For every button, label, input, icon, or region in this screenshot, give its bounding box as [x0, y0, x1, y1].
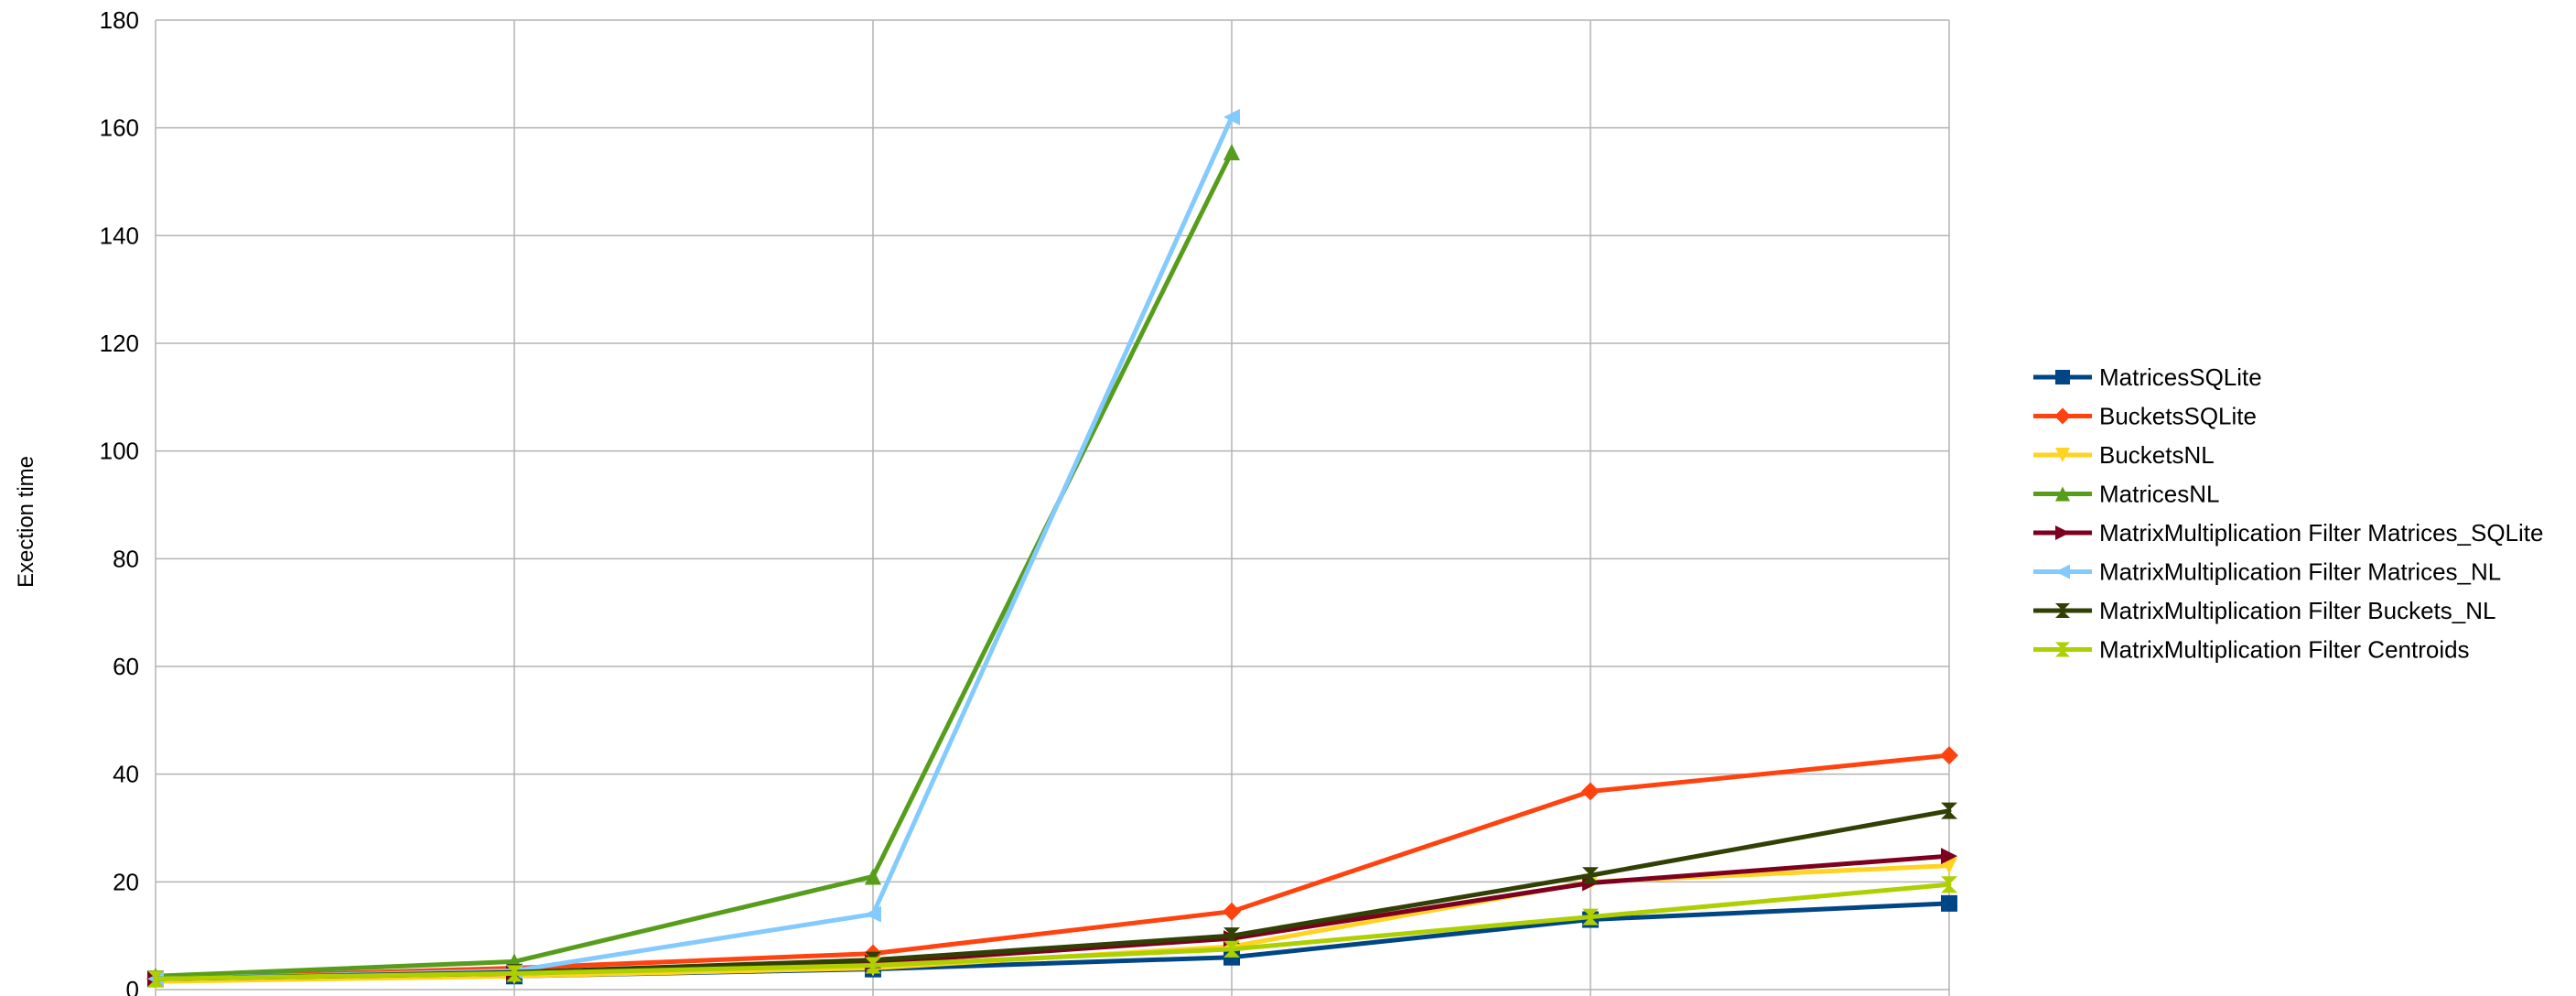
series-line: [153, 808, 1952, 981]
data-point: [506, 965, 523, 982]
y-tick-label: 140: [100, 222, 139, 249]
data-point: [2055, 448, 2070, 462]
data-point: [1223, 108, 1240, 125]
y-tick-label: 160: [100, 114, 139, 142]
series-line: [153, 114, 1234, 981]
legend-label: MatrixMultiplication Filter Matrices_NL: [2099, 558, 2501, 586]
data-point: [2055, 525, 2070, 540]
y-tick-label: 100: [100, 438, 139, 465]
data-point: [1941, 876, 1957, 893]
series-lines: [146, 108, 1958, 991]
legend-item: BucketsSQLite: [2033, 403, 2257, 430]
legend-item: MatrixMultiplication Filter Matrices_SQL…: [2033, 519, 2543, 547]
legend-item: MatrixMultiplication Filter Matrices_NL: [2033, 558, 2501, 586]
data-point: [1582, 867, 1599, 884]
y-tick-label: 80: [113, 545, 139, 572]
legend-label: BucketsSQLite: [2099, 403, 2257, 430]
data-point: [1941, 802, 1957, 819]
data-point: [865, 905, 881, 923]
legend-label: MatrixMultiplication Filter Centroids: [2099, 636, 2470, 664]
data-point: [865, 957, 881, 974]
data-point: [2055, 642, 2070, 657]
data-point: [2055, 603, 2070, 618]
y-tick-label: 20: [113, 868, 139, 895]
legend-label: MatricesSQLite: [2099, 363, 2262, 391]
legend-item: MatricesSQLite: [2033, 363, 2262, 391]
data-point: [147, 970, 164, 988]
grid: [155, 19, 1950, 996]
legend: MatricesSQLite BucketsSQLite BucketsNL Matr…: [2033, 363, 2543, 664]
y-tick-label: 180: [100, 6, 139, 34]
series-line: [153, 882, 1952, 981]
data-point: [1941, 848, 1957, 865]
data-point: [1581, 782, 1600, 801]
series-line: [153, 752, 1952, 981]
legend-label: MatricesNL: [2099, 481, 2219, 508]
y-axis-label: Exection time: [14, 456, 38, 588]
legend-item: MatrixMultiplication Filter Centroids: [2033, 636, 2470, 664]
data-point: [1223, 927, 1240, 945]
data-point: [1223, 144, 1240, 161]
legend-item: MatricesNL: [2033, 481, 2219, 508]
data-point: [1940, 746, 1958, 765]
y-tick-label: 0: [126, 976, 139, 996]
legend-label: MatrixMultiplication Filter Matrices_SQL…: [2099, 519, 2543, 547]
data-point: [2055, 564, 2070, 579]
data-point: [2055, 370, 2070, 384]
y-tick-label: 120: [100, 330, 139, 357]
data-point: [2055, 486, 2070, 502]
legend-item: MatrixMultiplication Filter Buckets_NL: [2033, 597, 2495, 624]
data-point: [2054, 407, 2071, 425]
data-point: [1941, 894, 1957, 912]
legend-item: BucketsNL: [2033, 441, 2215, 469]
legend-label: MatrixMultiplication Filter Buckets_NL: [2099, 597, 2495, 624]
y-axis-ticks: 0 20 40 60 80 100 120 140 160 180: [100, 6, 139, 996]
legend-label: BucketsNL: [2099, 441, 2215, 469]
data-point: [1223, 940, 1240, 958]
series-matricesnl: [147, 144, 1240, 985]
data-point: [865, 868, 881, 885]
series-line: [153, 149, 1234, 979]
y-tick-label: 60: [113, 653, 139, 680]
series-matrixmultiplication-filter-matrices-nl: [147, 108, 1240, 988]
data-point: [1223, 902, 1241, 921]
series-matrixmultiplication-filter-centroids: [147, 876, 1957, 988]
data-point: [1582, 908, 1599, 926]
y-tick-label: 40: [113, 761, 139, 788]
